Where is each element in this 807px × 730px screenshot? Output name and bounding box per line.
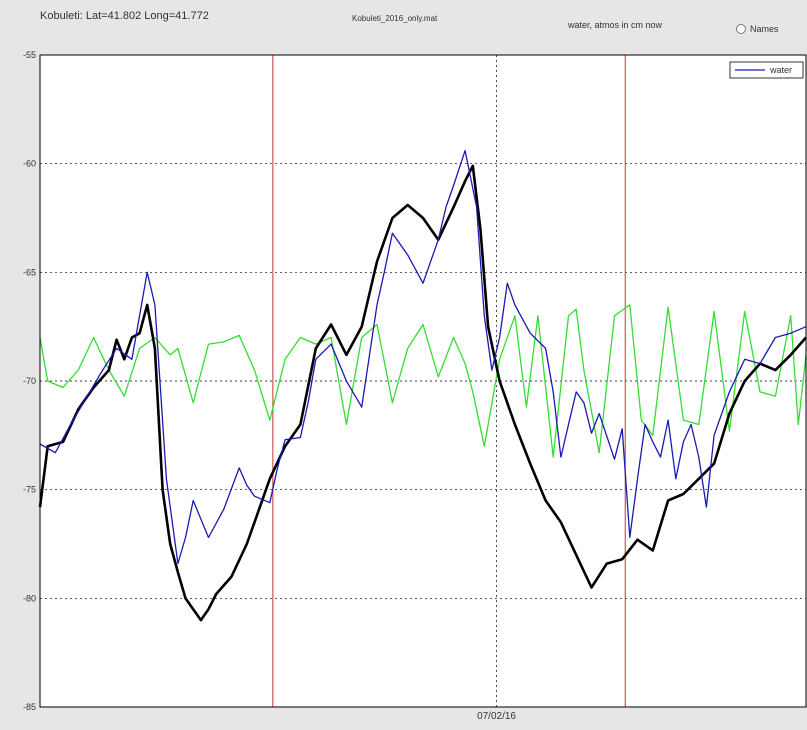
names-toggle[interactable]: Names (736, 24, 779, 34)
legend-label: water (769, 65, 792, 75)
y-tick-label: -70 (23, 376, 36, 386)
legend[interactable]: water (729, 61, 804, 79)
x-tick-labels: 07/02/16 (477, 711, 516, 722)
station-label: Kobuleti: Lat=41.802 Long=41.772 (40, 10, 209, 22)
grid (40, 55, 806, 707)
y-tick-label: -85 (23, 702, 36, 712)
black-series-line (38, 164, 807, 622)
y-tick-label: -75 (23, 485, 36, 495)
y-tick-label: -55 (23, 50, 36, 60)
mode-label: water, atmos in cm now (568, 20, 663, 30)
water-series-line (39, 149, 807, 565)
plot-border (39, 54, 807, 708)
y-tick-label: -80 (23, 593, 36, 603)
file-label: Kobuleti_2016_only.mat (352, 14, 438, 23)
red-markers (272, 55, 626, 707)
legend-box[interactable] (729, 61, 804, 79)
names-label: Names (750, 24, 779, 34)
green-series-line (39, 304, 807, 458)
y-tick-labels: -85 -80 -75 -70 -65 -60 -55 (23, 50, 36, 712)
x-tick-label: 07/02/16 (477, 711, 516, 722)
y-tick-label: -60 (23, 159, 36, 169)
y-tick-label: -65 (23, 267, 36, 277)
series-lines (38, 149, 807, 622)
radio-icon[interactable] (736, 24, 746, 34)
